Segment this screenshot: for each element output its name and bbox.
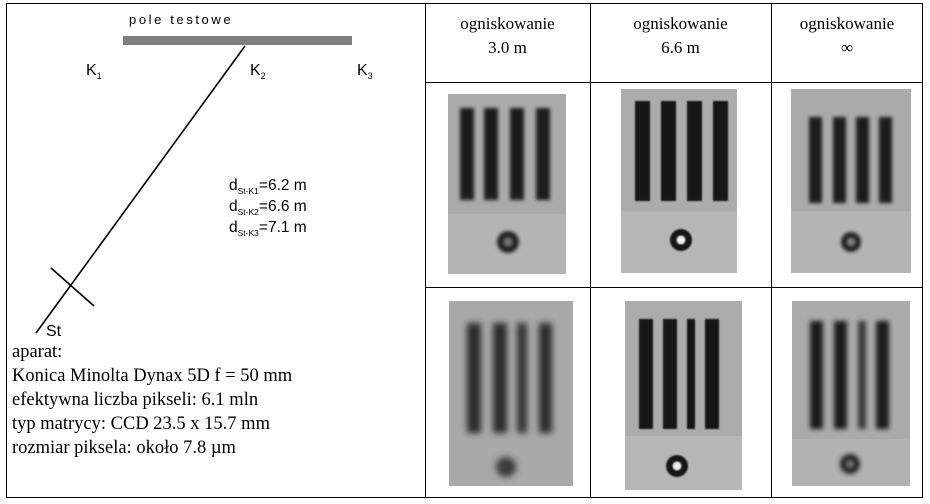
- photo-inf-row2: [792, 301, 910, 486]
- row-divider: [425, 287, 922, 288]
- geometry-diagram: pole testowe K1 K2 K3 St dSt-K1=6.2 m dS…: [35, 12, 373, 340]
- distance-3: dSt-K3=7.1 m: [229, 219, 307, 238]
- test-field-bar: [123, 36, 352, 45]
- column-divider: [425, 4, 426, 497]
- row-divider: [425, 82, 922, 83]
- camera-line-3: typ matrycy: CCD 23.5 x 15.7 mm: [12, 414, 270, 434]
- photo-6m-row2: [625, 301, 742, 490]
- photo-6m-row1: [621, 89, 737, 273]
- camera-line-4: rozmiar piksela: około 7.8 µm: [12, 438, 236, 458]
- target-k2: K2: [250, 62, 266, 81]
- distance-2: dSt-K2=6.6 m: [229, 198, 307, 217]
- sight-line: [35, 45, 246, 334]
- photo-3m-row1: [448, 94, 566, 274]
- photo-inf-row1: [791, 89, 911, 273]
- camera-info: aparat: Konica Minolta Dynax 5D f = 50 m…: [12, 340, 292, 460]
- station-label: St: [46, 323, 62, 340]
- field-label: pole testowe: [129, 12, 233, 27]
- column-divider: [590, 4, 591, 497]
- column-header-3: ogniskowanie ∞: [799, 14, 895, 57]
- photo-3m-row2: [449, 301, 573, 486]
- distance-1: dSt-K1=6.2 m: [229, 177, 307, 196]
- camera-line-2: efektywna liczba pikseli: 6.1 mln: [12, 390, 259, 410]
- target-k1: K1: [86, 62, 102, 81]
- camera-line-1: Konica Minolta Dynax 5D f = 50 mm: [12, 366, 293, 386]
- camera-heading: aparat:: [12, 342, 63, 362]
- figure-table: [6, 3, 923, 498]
- column-header-2: ogniskowanie 6.6 m: [633, 14, 728, 57]
- column-header-1: ogniskowanie 3.0 m: [460, 14, 555, 57]
- column-divider: [771, 4, 772, 497]
- target-k3: K3: [357, 62, 373, 81]
- station-cross: [50, 267, 95, 307]
